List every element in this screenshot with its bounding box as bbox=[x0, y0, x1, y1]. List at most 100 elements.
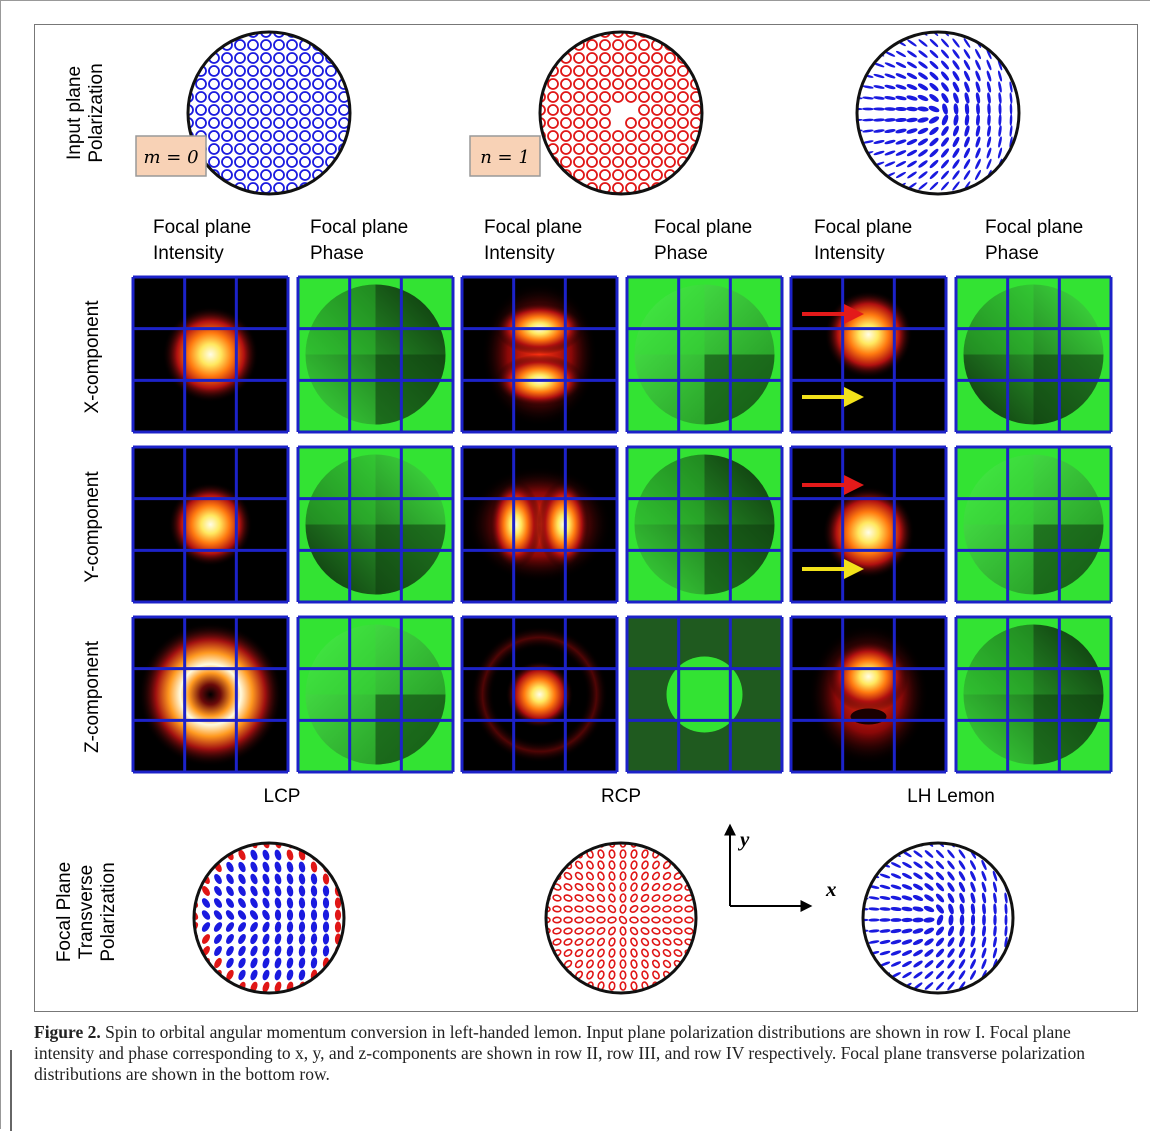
polarization-ellipse bbox=[298, 957, 306, 969]
polarization-ellipse bbox=[641, 948, 649, 958]
polarization-ellipse bbox=[286, 65, 298, 77]
polarization-ellipse bbox=[586, 959, 594, 969]
polarization-ellipse bbox=[250, 957, 258, 969]
polarization-ellipse bbox=[599, 104, 611, 116]
polarization-ellipse bbox=[573, 78, 585, 90]
polarization-ellipse bbox=[862, 96, 874, 100]
polarization-ellipse bbox=[619, 860, 627, 870]
polarization-ellipse bbox=[262, 849, 270, 861]
polarization-ellipse bbox=[273, 143, 285, 155]
polarization-ellipse bbox=[1009, 125, 1013, 137]
polarization-ellipse bbox=[574, 948, 584, 958]
panel-z-rcp-intensity bbox=[460, 615, 619, 774]
polarization-ellipse bbox=[630, 849, 638, 859]
polarization-ellipse bbox=[1004, 936, 1008, 948]
polarization-ellipse bbox=[612, 169, 624, 181]
polarization-ellipse bbox=[993, 925, 997, 937]
polarization-ellipse bbox=[963, 70, 971, 82]
polarization-ellipse bbox=[651, 65, 663, 77]
polarization-ellipse bbox=[298, 885, 306, 897]
panel-x-lcp-intensity bbox=[131, 275, 290, 434]
polarization-ellipse bbox=[260, 130, 272, 142]
polarization-ellipse bbox=[325, 130, 337, 142]
polarization-ellipse bbox=[884, 107, 896, 111]
figure-canvas: Input plane Polarization X-component Y-c… bbox=[54, 30, 1113, 995]
polarization-ellipse bbox=[641, 871, 649, 881]
polarization-ellipse bbox=[260, 104, 272, 116]
focal-lemon-polarization-map bbox=[861, 841, 1015, 995]
polarization-ellipse bbox=[947, 981, 955, 991]
polarization-ellipse bbox=[651, 871, 661, 881]
focal-lcp-polarization-map bbox=[192, 841, 346, 995]
polarization-ellipse bbox=[286, 873, 294, 885]
row-label-x: X-component bbox=[82, 300, 103, 414]
polarization-ellipse bbox=[873, 107, 885, 111]
polarization-ellipse bbox=[952, 136, 960, 148]
polarization-ellipse bbox=[918, 39, 928, 47]
row-label-focal-3: Polarization bbox=[98, 862, 119, 961]
polarization-ellipse bbox=[214, 946, 222, 956]
polarization-ellipse bbox=[651, 169, 663, 181]
polarization-ellipse bbox=[234, 91, 246, 103]
polarization-ellipse bbox=[929, 148, 939, 158]
polarization-ellipse bbox=[981, 892, 987, 904]
col-header-6-line2: Phase bbox=[985, 243, 1039, 264]
polarization-ellipse bbox=[221, 117, 233, 129]
polarization-ellipse bbox=[599, 39, 611, 51]
row-label-z: Z-component bbox=[82, 640, 103, 753]
polarization-ellipse bbox=[250, 873, 258, 885]
polarization-ellipse bbox=[563, 916, 573, 924]
row-label-y: Y-component bbox=[82, 471, 103, 583]
polarization-ellipse bbox=[312, 104, 324, 116]
polarization-ellipse bbox=[935, 959, 945, 969]
polarization-ellipse bbox=[952, 170, 960, 180]
polarization-ellipse bbox=[247, 78, 259, 90]
polarization-ellipse bbox=[325, 65, 337, 77]
polarization-ellipse bbox=[947, 925, 955, 937]
charge-label-n: n = 1 bbox=[469, 135, 541, 177]
charge-label-n-text: n = 1 bbox=[480, 147, 530, 168]
polarization-ellipse bbox=[895, 150, 907, 156]
polarization-ellipse bbox=[929, 137, 939, 147]
polarization-ellipse bbox=[221, 91, 233, 103]
polarization-ellipse bbox=[586, 91, 598, 103]
polarization-ellipse bbox=[585, 882, 595, 892]
polarization-ellipse bbox=[250, 969, 258, 981]
col-header-2-line1: Focal plane bbox=[310, 217, 408, 238]
polarization-ellipse bbox=[625, 117, 637, 129]
polarization-ellipse bbox=[573, 169, 585, 181]
polarization-ellipse bbox=[286, 143, 298, 155]
polarization-ellipse bbox=[952, 148, 960, 158]
polarization-ellipse bbox=[638, 156, 650, 168]
polarization-ellipse bbox=[310, 957, 318, 969]
polarization-ellipse bbox=[652, 970, 660, 980]
polarization-ellipse bbox=[992, 881, 998, 893]
y-axis-label: y bbox=[737, 827, 750, 851]
polarization-ellipse bbox=[274, 957, 282, 969]
polarization-ellipse bbox=[673, 905, 683, 913]
polarization-ellipse bbox=[612, 91, 624, 103]
polarization-ellipse bbox=[638, 143, 650, 155]
polarization-ellipse bbox=[941, 137, 949, 147]
polarization-ellipse bbox=[884, 118, 896, 122]
polarization-ellipse bbox=[964, 125, 970, 137]
polarization-ellipse bbox=[890, 939, 902, 945]
polarization-ellipse bbox=[552, 916, 562, 924]
polarization-ellipse bbox=[641, 970, 649, 980]
polarization-ellipse bbox=[234, 130, 246, 142]
polarization-ellipse bbox=[941, 93, 949, 103]
polarization-ellipse bbox=[625, 169, 637, 181]
polarization-ellipse bbox=[612, 143, 624, 155]
polarization-ellipse bbox=[273, 104, 285, 116]
polarization-ellipse bbox=[970, 925, 976, 937]
polarization-ellipse bbox=[935, 860, 945, 870]
polarization-ellipse bbox=[640, 927, 650, 935]
polarization-ellipse bbox=[924, 971, 934, 979]
polarization-ellipse bbox=[948, 903, 954, 915]
polarization-ellipse bbox=[958, 959, 966, 969]
polarization-ellipse bbox=[664, 52, 676, 64]
polarization-ellipse bbox=[684, 927, 694, 935]
polarization-ellipse bbox=[540, 104, 546, 116]
polarization-ellipse bbox=[917, 127, 929, 135]
polarization-ellipse bbox=[917, 83, 929, 91]
